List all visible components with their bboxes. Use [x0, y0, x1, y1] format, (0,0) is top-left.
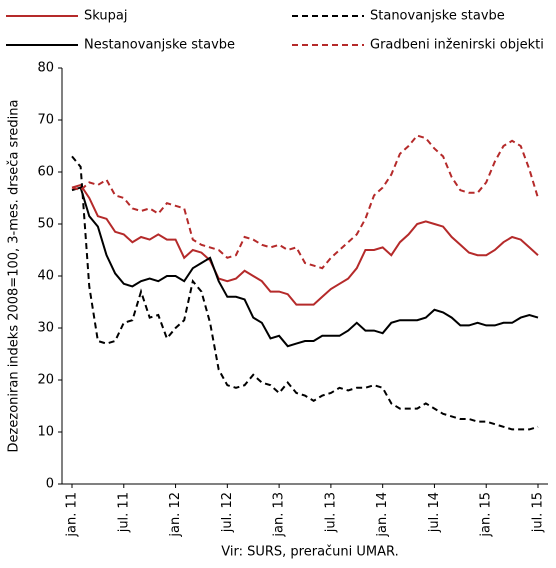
legend-label: Gradbeni inženirski objekti	[370, 38, 544, 53]
legend-label: Skupaj	[84, 9, 127, 24]
y-tick-label: 20	[37, 373, 54, 388]
y-tick-label: 70	[37, 113, 54, 128]
y-tick-label: 60	[37, 165, 54, 180]
series-line	[71, 155, 539, 431]
y-tick-label: 0	[46, 477, 54, 492]
series-line	[71, 183, 539, 306]
legend-label: Stanovanjske stavbe	[370, 9, 505, 24]
x-tick-label: jul. 14	[427, 492, 442, 533]
series-line	[71, 134, 539, 270]
x-tick-label: jul. 11	[116, 492, 131, 533]
x-tick-label: jul. 12	[220, 492, 235, 533]
y-tick-label: 50	[37, 217, 54, 232]
x-tick-label: jan. 15	[479, 492, 494, 538]
legend-label: Nestanovanjske stavbe	[84, 38, 235, 53]
source-note: Vir: SURS, preračuni UMAR.	[221, 545, 398, 560]
x-tick-label: jul. 15	[531, 492, 546, 533]
x-tick-label: jan. 11	[65, 492, 80, 538]
x-tick-label: jan. 13	[272, 492, 287, 538]
y-axis-label: Dezezoniran indeks 2008=100, 3-mes. drse…	[7, 100, 22, 453]
series-line	[71, 186, 539, 348]
x-tick-label: jan. 12	[168, 492, 183, 538]
y-tick-label: 30	[37, 321, 54, 336]
x-tick-label: jul. 13	[323, 492, 338, 533]
x-tick-label: jan. 14	[375, 492, 390, 538]
y-tick-label: 80	[37, 61, 54, 76]
y-tick-label: 40	[37, 269, 54, 284]
y-tick-label: 10	[37, 425, 54, 440]
